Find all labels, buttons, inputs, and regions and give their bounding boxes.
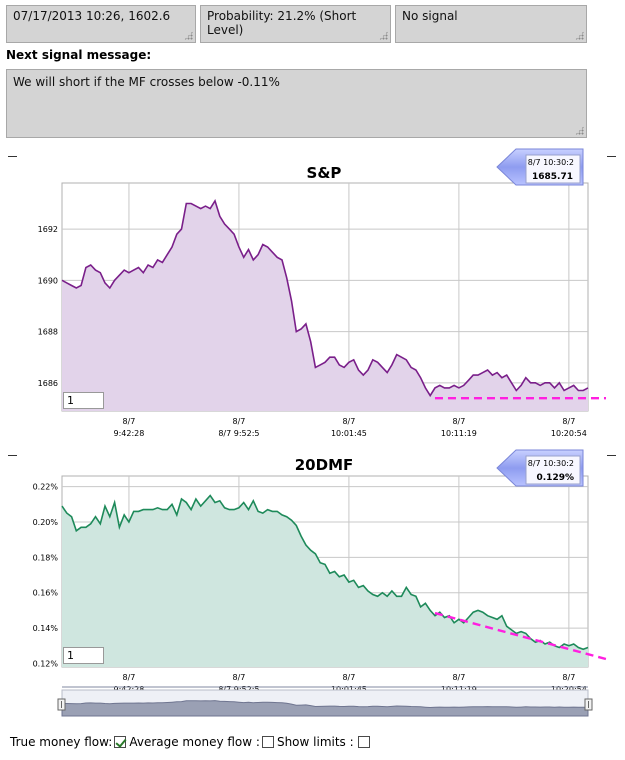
sp-y-tick-label: 1686 <box>38 379 58 388</box>
mf-period-input[interactable] <box>63 647 104 664</box>
sp-x-tick-date: 8/7 <box>123 417 136 426</box>
show-limits-label: Show limits : <box>276 735 354 749</box>
mf-x-tick-date: 8/7 <box>452 673 465 682</box>
sp-y-tick-label: 1692 <box>38 225 58 234</box>
mf-y-tick-label: 0.22% <box>33 483 59 492</box>
sp-callout-panel <box>525 154 581 184</box>
mf-trend-line <box>434 611 607 661</box>
sp-x-tick-time: 10:20:54 <box>551 429 587 438</box>
sp-area <box>62 200 588 411</box>
mf-x-tick-date: 8/7 <box>123 673 136 682</box>
signal-text: No signal <box>402 9 458 23</box>
mf-y-tick-label: 0.14% <box>33 624 59 633</box>
resize-grip-icon[interactable] <box>575 31 584 40</box>
sp-x-tick-time: 8/7 9:52:5 <box>218 429 259 438</box>
navigator-mini-chart <box>61 700 589 717</box>
sp-x-axis: 8/7 9:42:28 8/7 8/7 9:52:5 8/7 10:01:45 8/7 10:… <box>114 417 587 438</box>
sp-y-axis: 1692 1690 1688 1686 <box>38 225 58 388</box>
mf-y-axis: 0.22% 0.20% 0.18% 0.16% 0.14% 0.12% <box>33 483 59 669</box>
sp-y-tick-label: 1690 <box>38 276 58 285</box>
sp-callout-value: 1685.71 <box>532 172 573 182</box>
collapse-left-icon[interactable] <box>8 156 17 157</box>
resize-grip-icon[interactable] <box>575 126 584 135</box>
sp-line <box>61 198 589 398</box>
sp-x-tick-date: 8/7 <box>562 417 575 426</box>
mf-value-callout: 8/7 10:30:2 0.129% <box>496 449 584 487</box>
mf-y-tick-label: 0.20% <box>33 518 59 527</box>
resize-grip-icon[interactable] <box>379 31 388 40</box>
datetime-price-text: 07/17/2013 10:26, 1602.6 <box>13 9 171 23</box>
resize-grip-icon[interactable] <box>184 31 193 40</box>
next-signal-message: We will short if the MF crosses below -0… <box>13 75 280 89</box>
sp-x-tick-time: 9:42:28 <box>114 429 145 438</box>
next-signal-message-box: We will short if the MF crosses below -0… <box>6 69 587 138</box>
signal-box: No signal <box>395 5 587 43</box>
show-limits-checkbox[interactable] <box>357 736 370 748</box>
probability-text: Probability: 21.2% (Short Level) <box>207 9 357 37</box>
sp-x-tick-date: 8/7 <box>232 417 245 426</box>
mf-chart: 20DMF 0.22% 0.20% 0.18% 0.16% 0.14% 0.12% 8/7… <box>33 449 607 694</box>
sp-chart-title: S&P <box>307 164 342 182</box>
true-money-flow-label: True money flow: <box>10 735 113 749</box>
collapse-left-icon[interactable] <box>8 455 17 456</box>
sp-period-input[interactable] <box>63 392 104 409</box>
average-money-flow-checkbox[interactable] <box>261 736 274 748</box>
sp-x-tick-time: 10:11:19 <box>441 429 477 438</box>
mf-y-tick-label: 0.16% <box>33 589 59 598</box>
sp-y-tick-label: 1688 <box>38 328 58 337</box>
mf-x-tick-date: 8/7 <box>562 673 575 682</box>
mf-callout-panel <box>525 455 581 485</box>
mf-x-tick-date: 8/7 <box>342 673 355 682</box>
sp-x-tick-date: 8/7 <box>452 417 465 426</box>
datetime-price-box: 07/17/2013 10:26, 1602.6 <box>6 5 196 43</box>
mf-chart-title: 20DMF <box>295 456 354 474</box>
footer-options: True money flow: Average money flow : Sh… <box>10 735 373 749</box>
mf-line <box>61 494 589 651</box>
sp-chart: S&P 1692 1690 1688 1686 8/7 9:42:28 8/7 8/7 9:… <box>38 148 606 438</box>
sp-x-tick-time: 10:01:45 <box>331 429 367 438</box>
sp-price-callout: 8/7 10:30:2 1685.71 <box>496 148 584 186</box>
range-navigator[interactable] <box>57 686 593 717</box>
collapse-right-icon[interactable] <box>607 156 616 157</box>
next-signal-label: Next signal message: <box>6 48 152 62</box>
true-money-flow-checkbox[interactable] <box>114 736 127 748</box>
probability-box: Probability: 21.2% (Short Level) <box>200 5 391 43</box>
mf-callout-value: 0.129% <box>537 473 575 483</box>
charts-canvas: S&P 1692 1690 1688 1686 8/7 9:42:28 8/7 8/7 9:… <box>33 148 607 717</box>
mf-y-tick-label: 0.12% <box>33 659 59 668</box>
average-money-flow-label: Average money flow : <box>129 735 260 749</box>
sp-callout-time: 8/7 10:30:2 <box>528 158 574 167</box>
sp-x-tick-date: 8/7 <box>342 417 355 426</box>
mf-callout-time: 8/7 10:30:2 <box>528 459 574 468</box>
mf-area <box>62 495 588 667</box>
mf-y-tick-label: 0.18% <box>33 553 59 562</box>
mf-x-tick-date: 8/7 <box>232 673 245 682</box>
collapse-right-icon[interactable] <box>607 455 616 456</box>
